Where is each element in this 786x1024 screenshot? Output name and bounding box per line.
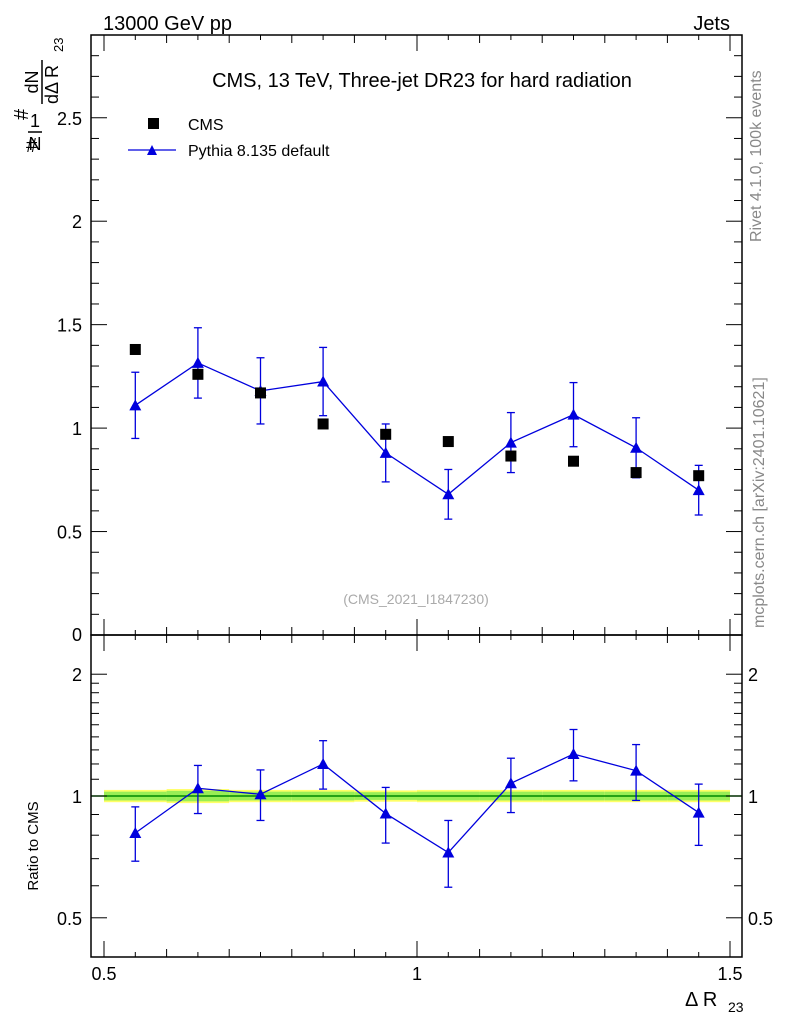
ratio-mc-point-6 [504, 777, 517, 789]
xtick-label-2: 1.5 [717, 964, 742, 984]
ratio-mc-point-8 [630, 764, 643, 776]
rivet-label: Rivet 4.1.0, 100k events [748, 70, 765, 242]
ratio-mc-point-9 [692, 806, 705, 818]
ratio-ytick-label-right-0: 0.5 [748, 909, 773, 929]
mc-point-0 [129, 399, 142, 411]
x-axis-label: Δ R 23 [685, 989, 744, 1015]
cms-point-8 [630, 467, 642, 479]
ratio-mc-point-4 [379, 807, 392, 819]
cms-point-0 [129, 343, 141, 355]
main-ytick-label-1: 1 [72, 419, 82, 439]
cms-point-5 [442, 436, 454, 448]
ratio-ytick-label-1: 1 [72, 787, 82, 807]
main-ylabel: # 1 N [26, 111, 42, 157]
ratio-mc-point-0 [129, 827, 142, 839]
legend-label-cms: CMS [188, 117, 224, 134]
ratio-mc-point-5 [442, 846, 455, 858]
ylabel-den1: N [29, 134, 42, 154]
legend: CMS Pythia 8.135 default [128, 117, 330, 160]
cms-point-1 [192, 368, 204, 380]
legend-marker-cms [148, 118, 159, 129]
ratio-mc-point-7 [567, 748, 580, 760]
ratio-ytick-label-2: 2 [72, 665, 82, 685]
ratio-ytick-label-right-1: 1 [748, 787, 758, 807]
analysis-label: (CMS_2021_I1847230) [343, 591, 489, 607]
ylabel-num2: dN [22, 70, 42, 93]
ratio-ylabel: Ratio to CMS [25, 801, 42, 890]
legend-label-mc: Pythia 8.135 default [188, 143, 330, 160]
mcplots-label: mcplots.cern.ch [arXiv:2401.10621] [751, 377, 768, 628]
mc-point-7 [567, 408, 580, 420]
xtick-label-0: 0.5 [91, 964, 116, 984]
ratio-mc-point-2 [254, 788, 267, 800]
cms-point-3 [317, 418, 329, 430]
mc-point-6 [504, 436, 517, 448]
chart-title: CMS, 13 TeV, Three-jet DR23 for hard rad… [212, 70, 632, 92]
chart-marks: 0.5 1 1.5 0.5 1 1.5 2 2.5 0 0.5 0.5 1 1 2 2 [57, 34, 773, 984]
main-ytick-label-4: 2.5 [57, 109, 82, 129]
mc-point-5 [442, 488, 455, 500]
mc-line [134, 362, 700, 496]
ratio-ytick-label-0: 0.5 [57, 909, 82, 929]
main-ytick-label-0: 0.5 [57, 523, 82, 543]
cms-point-6 [505, 450, 517, 462]
mc-point-4 [379, 446, 392, 458]
xlabel-sub: 23 [728, 999, 744, 1015]
ratio-mc-line [134, 753, 700, 854]
ylabel-num1: 1 [30, 111, 40, 131]
cms-point-2 [255, 387, 266, 399]
header-right: Jets [693, 13, 730, 35]
mc-point-8 [630, 441, 643, 453]
ratio-ytick-label-right-2: 2 [748, 665, 758, 685]
cms-point-4 [380, 428, 392, 440]
ylabel-hash1: # [26, 135, 38, 157]
ylabel-den2-sub: 23 [51, 38, 66, 52]
mc-point-9 [692, 484, 705, 496]
ylabel-hash2: # [11, 108, 33, 120]
main-ytick-label-3: 2 [72, 212, 82, 232]
mc-point-3 [317, 375, 330, 387]
xlabel-text: Δ R [685, 989, 717, 1011]
ratio-mc-point-3 [317, 757, 330, 769]
cms-point-7 [568, 455, 579, 467]
main-ytick-label-zero: 0 [72, 625, 82, 645]
header-left: 13000 GeV pp [103, 13, 232, 35]
main-ytick-label-2: 1.5 [57, 316, 82, 336]
cms-point-9 [693, 470, 705, 482]
legend-marker-mc [147, 145, 157, 155]
xtick-label-1: 1 [412, 964, 422, 984]
mc-point-1 [191, 356, 204, 368]
ylabel-den2: dΔ R [42, 65, 62, 104]
ratio-mc-point-1 [191, 782, 204, 794]
